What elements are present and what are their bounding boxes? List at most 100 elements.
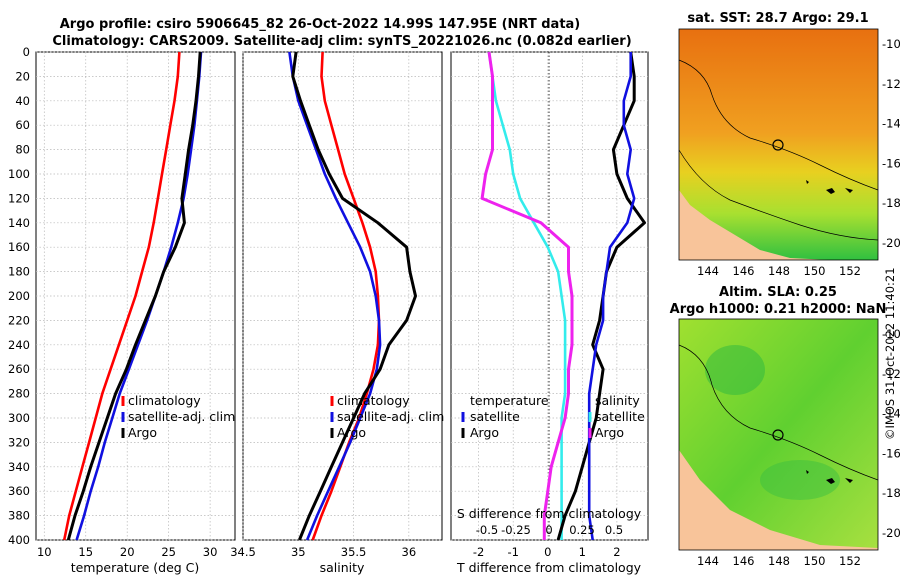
- map-lat-tick-label: -16: [882, 156, 900, 170]
- temperature-panel: 10 15 20 25 30 temperature (deg C) climatolo…: [35, 51, 236, 575]
- map-lon-tick-label: 148: [768, 264, 790, 278]
- depth-tick-label: 300: [8, 411, 30, 425]
- map-lon-tick-label: 148: [768, 554, 790, 568]
- s-difference-tick-label: 0.5: [605, 523, 623, 537]
- x-tick-label: -2: [473, 545, 484, 559]
- series-argo: [291, 51, 417, 541]
- x-tick-label: 2: [613, 545, 620, 559]
- map-lat-tick-label: -18: [882, 196, 900, 210]
- legend-argo-label: Argo: [337, 425, 366, 440]
- legend-temperature-title: temperature: [470, 393, 549, 408]
- series-s-diff-argo: [480, 51, 574, 540]
- t-difference-xlabel: T difference from climatology: [456, 560, 642, 575]
- sla-map-frame: [678, 318, 879, 551]
- x-tick-label: -1: [507, 545, 518, 559]
- x-tick-label: 35.5: [341, 545, 367, 559]
- sla-map-title1: Altim. SLA: 0.25: [719, 285, 837, 300]
- sla-low-patch: [705, 345, 765, 395]
- legend-salinity-title: salinity: [595, 393, 640, 408]
- legend-climatology-label: climatology: [337, 393, 410, 408]
- x-tick-label: 36: [402, 545, 417, 559]
- x-tick-label: 0: [544, 545, 551, 559]
- temperature-xlabel: temperature (deg C): [71, 560, 200, 575]
- depth-tick-label: 140: [8, 216, 30, 230]
- legend-t-satellite-label: satellite: [470, 409, 520, 424]
- map-lat-tick-label: -20: [882, 526, 900, 540]
- sst-reefs: [806, 180, 853, 194]
- x-tick-label: 25: [161, 545, 176, 559]
- legend-climatology-label: climatology: [128, 393, 201, 408]
- depth-tick-label: 220: [8, 313, 30, 327]
- sst-map-title: sat. SST: 28.7 Argo: 29.1: [687, 11, 868, 26]
- legend-argo-label: Argo: [128, 425, 157, 440]
- x-tick-label: 1: [579, 545, 586, 559]
- legend-s-argo-label: Argo: [595, 425, 624, 440]
- depth-axis: 0 20 40 60 80 100 120 140 160 180 200 220 240 260 280 3…: [8, 45, 30, 547]
- map-lat-tick-label: -20: [882, 236, 900, 250]
- depth-tick-label: 200: [8, 289, 30, 303]
- s-difference-tick-label: -0.25: [501, 523, 531, 537]
- series-climatology: [62, 51, 181, 541]
- map-lat-tick-label: -10: [882, 327, 900, 341]
- x-tick-label: 15: [78, 545, 93, 559]
- depth-tick-label: 240: [8, 338, 30, 352]
- s-difference-tick-label: 0.25: [569, 523, 595, 537]
- map-lon-tick-label: 150: [804, 264, 826, 278]
- sla-low-patch: [760, 460, 840, 500]
- sst-coastline: [678, 149, 879, 241]
- depth-tick-label: 0: [23, 45, 30, 59]
- temperature-legend: climatology satellite-adj. clim Argo: [121, 393, 235, 440]
- depth-tick-label: 80: [15, 143, 30, 157]
- x-tick-label: 30: [203, 545, 218, 559]
- sla-reefs: [806, 470, 853, 484]
- map-lat-tick-label: -10: [882, 37, 900, 51]
- difference-legend: temperature satellite Argo salinity sate…: [461, 393, 645, 440]
- map-lon-tick-label: 146: [733, 554, 755, 568]
- depth-tick-label: 260: [8, 362, 30, 376]
- imos-credit: ©IMOS 31-Oct-2022 11:40:21: [883, 267, 897, 440]
- map-lon-tick-label: 146: [733, 264, 755, 278]
- map-lon-tick-label: 144: [697, 554, 719, 568]
- depth-tick-label: 60: [15, 118, 30, 132]
- depth-tick-label: 40: [15, 94, 30, 108]
- salinity-xlabel: salinity: [320, 560, 365, 575]
- s-difference-tick-label: 0: [545, 523, 552, 537]
- depth-tick-label: 20: [15, 69, 30, 83]
- series-argo: [66, 51, 202, 541]
- series-t-diff-satellite: [487, 51, 567, 540]
- series-s-diff-satellite: [587, 52, 636, 541]
- series-satellite-adj-clim: [288, 51, 382, 541]
- x-tick-label: 10: [37, 545, 52, 559]
- x-tick-label: 34.5: [230, 545, 256, 559]
- depth-tick-label: 280: [8, 387, 30, 401]
- sst-argo-location-marker: [772, 139, 784, 151]
- sst-map-frame: [678, 28, 879, 261]
- map-lat-tick-label: -16: [882, 446, 900, 460]
- depth-tick-label: 120: [8, 191, 30, 205]
- sla-map-title2: Argo h1000: 0.21 h2000: NaN: [670, 302, 887, 317]
- legend-satellite-label: satellite-adj. clim: [128, 409, 235, 424]
- legend-t-argo-label: Argo: [470, 425, 499, 440]
- depth-tick-label: 100: [8, 167, 30, 181]
- depth-tick-label: 380: [8, 509, 30, 523]
- salinity-legend: climatology satellite-adj. clim Argo: [330, 393, 444, 440]
- map-lon-tick-label: 152: [839, 264, 861, 278]
- s-difference-xlabel: S difference from climatology: [457, 506, 642, 521]
- x-tick-label: 20: [120, 545, 135, 559]
- legend-s-satellite-label: satellite: [595, 409, 645, 424]
- depth-tick-label: 160: [8, 240, 30, 254]
- salinity-panel: 34.5 35 35.5 36 salinity climatology satell…: [230, 51, 444, 575]
- map-lat-tick-label: -14: [882, 407, 900, 421]
- sst-land: [679, 30, 830, 260]
- sst-map: sat. SST: 28.7 Argo: 29.1 144 146 148 150 15…: [678, 11, 900, 278]
- sla-land: [679, 450, 878, 550]
- depth-tick-label: 180: [8, 265, 30, 279]
- map-lat-tick-label: -14: [882, 117, 900, 131]
- map-lon-tick-label: 144: [697, 264, 719, 278]
- figure-title-line1: Argo profile: csiro 5906645_82 26-Oct-20…: [60, 17, 581, 32]
- sla-argo-location-marker: [772, 429, 784, 441]
- sla-bathymetry-contour: [678, 344, 879, 481]
- sla-map: Altim. SLA: 0.25 Argo h1000: 0.21 h2000:…: [670, 285, 900, 568]
- legend-satellite-label: satellite-adj. clim: [337, 409, 444, 424]
